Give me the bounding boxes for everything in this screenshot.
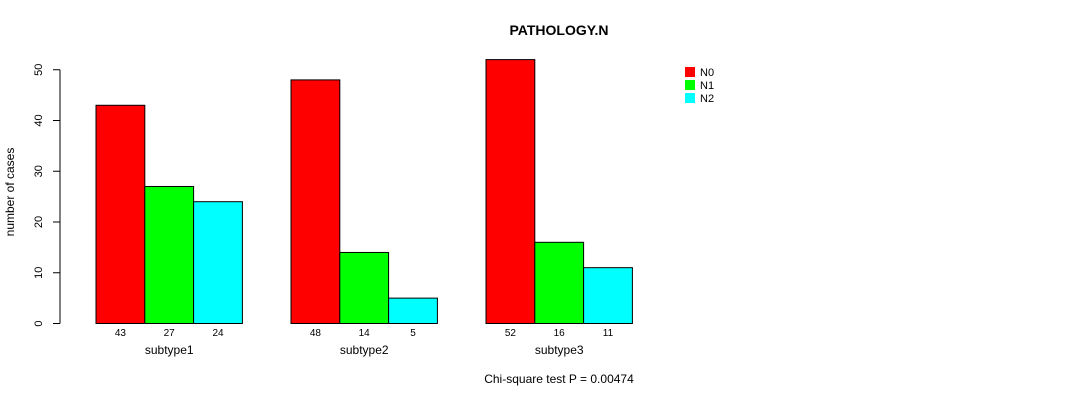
category-label-subtype3: subtype3 — [535, 343, 584, 357]
chi-square-footnote: Chi-square test P = 0.00474 — [484, 372, 634, 386]
bars: 43 27 24 subtype1 48 14 5 subtype2 52 16 11 subtype… — [95, 59, 633, 357]
y-tick-label: 50 — [33, 64, 45, 76]
chart-title: PATHOLOGY.N — [509, 22, 608, 38]
bar-value-label: 24 — [212, 328, 224, 339]
y-tick-label: 30 — [33, 165, 45, 177]
bar-n0-subtype1 — [95, 104, 146, 325]
bar-n2-subtype2 — [388, 297, 438, 324]
y-axis-title: number of cases — [3, 148, 17, 237]
bar-n0-subtype3 — [485, 59, 536, 324]
bar-n2-subtype3 — [583, 267, 633, 324]
y-axis: 0 10 20 30 40 50 — [33, 64, 61, 327]
bar-n1-subtype2 — [339, 251, 390, 324]
bar-value-label: 14 — [359, 328, 371, 339]
category-label-subtype1: subtype1 — [145, 343, 194, 357]
y-tick-label: 20 — [33, 216, 45, 228]
y-tick-label: 0 — [33, 320, 45, 326]
bar-value-label: 16 — [554, 328, 566, 339]
legend-swatch-n0 — [685, 67, 695, 77]
bar-n2-subtype1 — [193, 201, 243, 324]
bar-value-label: 11 — [603, 328, 614, 339]
y-tick-label: 10 — [33, 267, 45, 279]
legend-swatch-n1 — [685, 80, 695, 90]
bar-value-label: 5 — [410, 328, 416, 339]
bar-value-label: 27 — [164, 328, 176, 339]
bar-value-label: 48 — [310, 328, 322, 339]
legend-swatch-n2 — [685, 93, 695, 103]
bar-value-label: 43 — [115, 328, 127, 339]
bar-n0-subtype2 — [290, 79, 341, 325]
bar-value-label: 52 — [505, 328, 517, 339]
legend-label-n0: N0 — [700, 67, 714, 79]
bar-n1-subtype3 — [534, 241, 585, 324]
legend-label-n1: N1 — [700, 80, 714, 92]
legend-label-n2: N2 — [700, 93, 714, 105]
category-label-subtype2: subtype2 — [340, 343, 389, 357]
bar-n1-subtype1 — [144, 185, 195, 324]
y-tick-label: 40 — [33, 114, 45, 126]
